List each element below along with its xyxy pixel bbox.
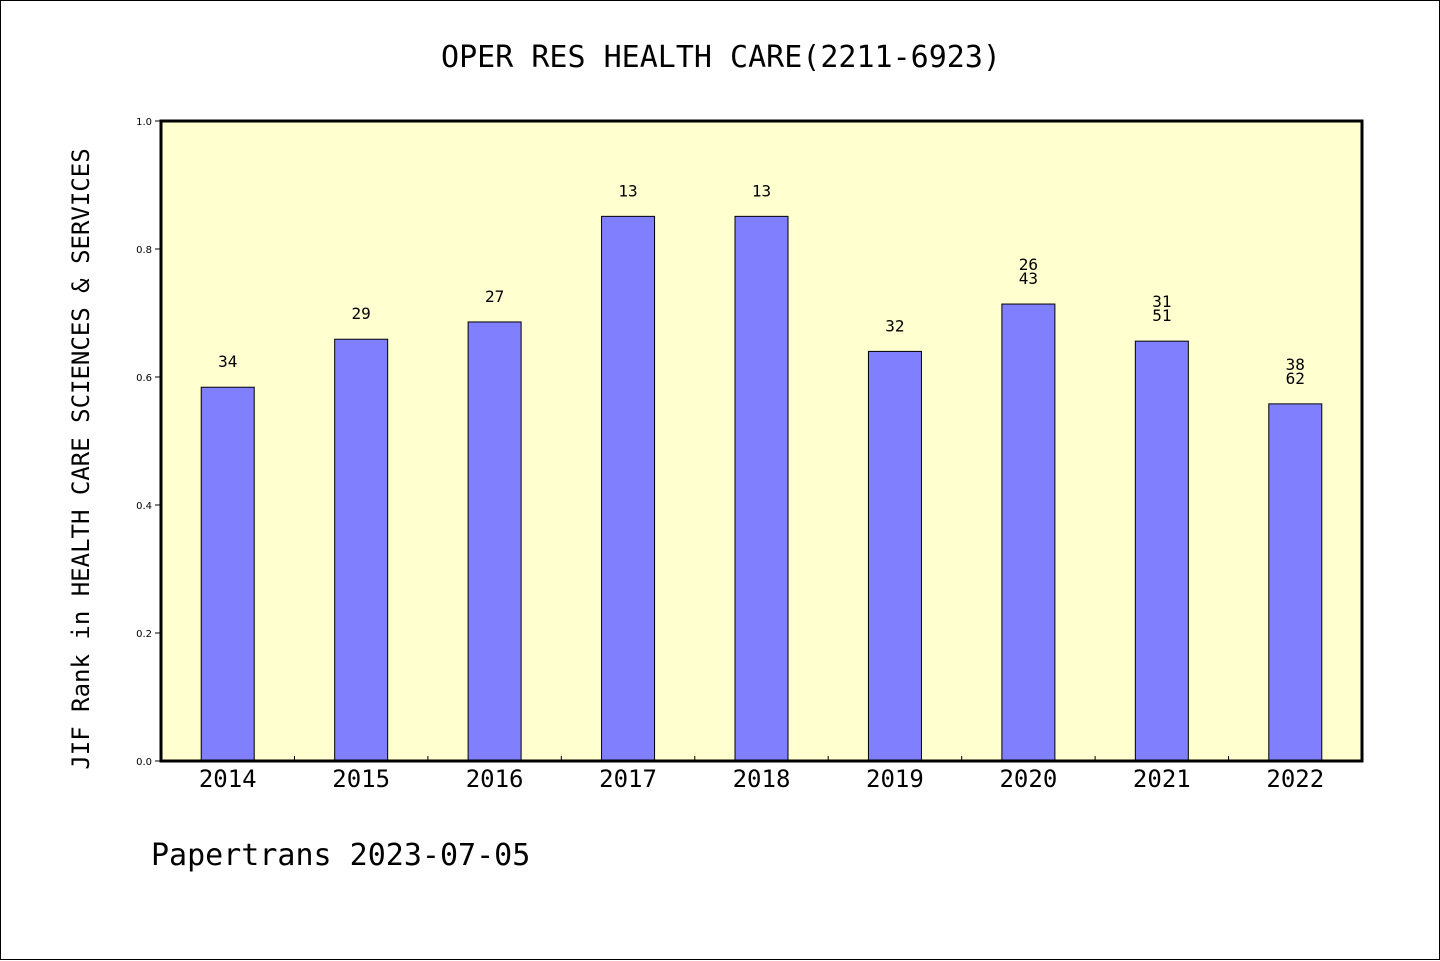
bar-value-label: 13 — [752, 181, 771, 200]
x-tick-label: 2022 — [1266, 765, 1324, 793]
x-tick-label: 2020 — [999, 765, 1057, 793]
y-tick-label: 0.6 — [136, 373, 152, 384]
x-tick-label: 2018 — [733, 765, 791, 793]
bar-value-label: 31 — [1152, 292, 1171, 311]
bar-2022 — [1268, 403, 1323, 762]
bar-2014 — [200, 386, 255, 762]
x-tick-label: 2016 — [466, 765, 524, 793]
bar-value-label: 38 — [1286, 355, 1305, 374]
bar-value-label: 29 — [352, 304, 371, 323]
plot-border — [159, 119, 1364, 763]
footer-source-date: Papertrans 2023-07-05 — [151, 838, 530, 873]
x-tick-label: 2017 — [599, 765, 657, 793]
x-tick-label: 2019 — [866, 765, 924, 793]
bar-2019 — [867, 350, 922, 762]
bar-value-label: 34 — [218, 352, 237, 371]
bar-value-label: 13 — [618, 181, 637, 200]
y-tick-label: 0.4 — [136, 501, 152, 512]
y-axis-ticks: 0.0 0.2 0.4 0.6 0.8 1.0 — [136, 117, 161, 768]
y-tick-label: 0.8 — [136, 245, 152, 256]
bar-2017 — [601, 215, 656, 762]
bar-2015 — [334, 338, 389, 762]
y-tick-label: 0.2 — [136, 629, 152, 640]
bar-value-label: 51 — [1152, 306, 1171, 325]
bar-value-label: 32 — [885, 316, 904, 335]
bar-2016 — [467, 321, 522, 762]
bar-value-label: 43 — [1019, 269, 1038, 288]
bar-2021 — [1134, 340, 1189, 762]
bar-2020 — [1001, 303, 1056, 762]
bar-value-label: 62 — [1286, 369, 1305, 388]
y-tick-label: 0.0 — [136, 757, 152, 768]
x-tick-label: 2014 — [199, 765, 257, 793]
bar-value-label: 27 — [485, 287, 504, 306]
bars — [200, 215, 1323, 762]
bar-2018 — [734, 215, 789, 762]
x-axis-ticks: 2014 2015 2016 2017 2018 2019 2020 2021 2022 — [199, 756, 1324, 793]
x-tick-label: 2015 — [332, 765, 390, 793]
y-axis-label: JIF Rank in HEALTH CARE SCIENCES & SERVI… — [67, 148, 95, 769]
chart-title: OPER RES HEALTH CARE(2211-6923) — [441, 40, 1001, 75]
bar-value-label: 26 — [1019, 255, 1038, 274]
x-tick-label: 2021 — [1133, 765, 1191, 793]
y-tick-label: 1.0 — [136, 117, 152, 128]
